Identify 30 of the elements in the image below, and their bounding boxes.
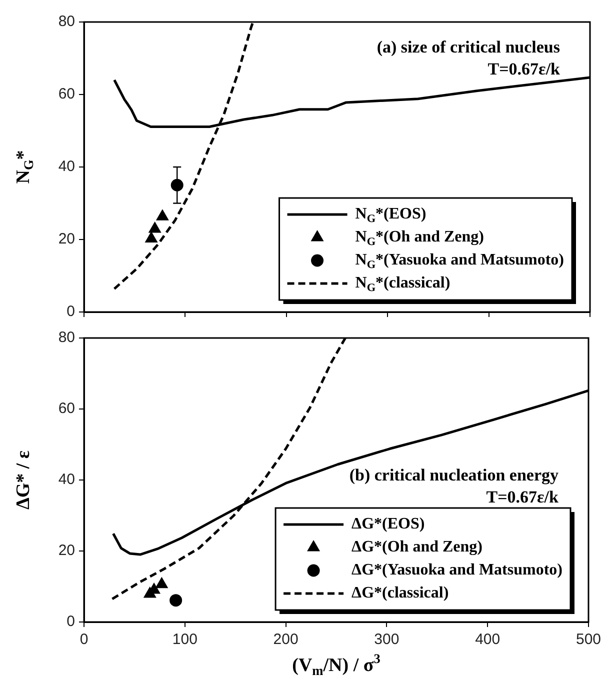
annotation: T=0.67ε/k	[486, 487, 560, 506]
x-tick-label: 400	[475, 631, 500, 648]
point	[149, 222, 160, 233]
annotation: (b) critical nucleation energy	[349, 465, 559, 484]
y-axis-title: NG*	[12, 150, 36, 184]
x-tick-label: 200	[273, 631, 298, 648]
point	[146, 232, 157, 243]
y-tick-label: 20	[58, 542, 75, 560]
y-tick-label: 40	[58, 158, 75, 176]
x-tick-label: 300	[374, 631, 400, 648]
legend-label: ΔG*(Oh and Zeng)	[352, 538, 482, 556]
point	[170, 178, 184, 192]
annotation: T=0.67ε/k	[488, 59, 561, 78]
y-axis-title: ΔG* / ε	[12, 450, 34, 510]
x-tick-label: 500	[576, 631, 601, 648]
y-tick-label: 20	[58, 230, 75, 248]
x-tick-label: 100	[172, 631, 198, 648]
y-tick-label: 80	[58, 329, 75, 346]
annotation: (a) size of critical nucleus	[376, 37, 560, 56]
y-tick-label: 80	[58, 13, 75, 30]
legend-label: ΔG*(Yasuoka and Matsumoto)	[352, 562, 562, 579]
y-tick-label: 60	[58, 400, 75, 418]
y-tick-label: 40	[58, 471, 75, 488]
y-tick-label: 0	[66, 303, 75, 320]
point	[156, 210, 168, 220]
y-tick-label: 0	[66, 613, 75, 630]
x-tick-label: 0	[80, 631, 88, 648]
y-tick-label: 60	[58, 86, 75, 103]
legend-label: ΔG*(classical)	[352, 584, 449, 602]
legend-label: ΔG*(EOS)	[352, 516, 425, 533]
